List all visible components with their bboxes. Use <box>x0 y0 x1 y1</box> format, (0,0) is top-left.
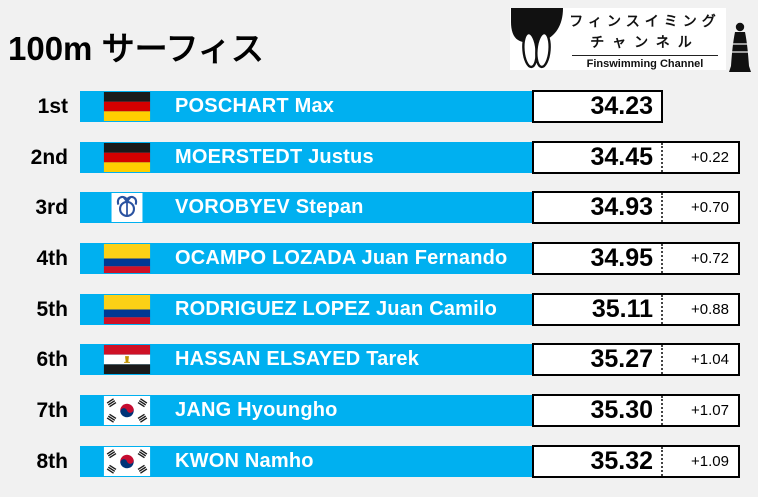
gap-value: +1.09 <box>661 447 738 476</box>
monofin-swimmer-icon <box>727 22 753 79</box>
result-bar: JANG Hyoungho <box>80 395 532 426</box>
flag-colombia-icon <box>103 295 151 324</box>
rank-label: 6th <box>36 348 69 371</box>
rank-label: 7th <box>36 399 69 422</box>
time-box: 34.45 +0.22 <box>532 141 740 174</box>
gap-value: +0.88 <box>661 295 738 324</box>
athlete-name: VOROBYEV Stepan <box>175 196 364 218</box>
time-value: 34.23 <box>590 92 653 120</box>
time-value: 35.11 <box>591 295 653 323</box>
gap-value: +0.72 <box>661 244 738 273</box>
rank-label: 5th <box>36 298 69 321</box>
athlete-name: MOERSTEDT Justus <box>175 146 374 168</box>
gap-value: +0.22 <box>661 143 738 172</box>
time-box: 35.27 +1.04 <box>532 343 740 376</box>
logo-title-en: Finswimming Channel <box>586 57 704 70</box>
flag-germany-icon <box>103 92 151 121</box>
result-bar: VOROBYEV Stepan <box>80 192 532 223</box>
result-row: 8th KWON Namho 35.32 +1.09 <box>0 445 740 478</box>
rank-label: 3rd <box>35 196 68 219</box>
gap-value: +0.70 <box>661 193 738 222</box>
result-row: 6th HASSAN ELSAYED Tarek 35.27 +1.04 <box>0 343 740 376</box>
rank-label: 8th <box>36 450 69 473</box>
logo-subtitle-ja: チャンネル <box>590 33 700 50</box>
time-value: 34.45 <box>590 143 653 171</box>
result-bar: POSCHART Max <box>80 91 532 122</box>
result-row: 3rd VOROBYEV Stepan 34.93 +0.70 <box>0 191 740 224</box>
logo-title-ja: フィンスイミング <box>569 12 721 29</box>
page-title: 100m サーフィス <box>8 30 264 67</box>
gap-value: +1.07 <box>661 396 738 425</box>
time-value: 34.93 <box>590 193 653 221</box>
flag-egypt-icon <box>103 345 151 374</box>
logo-swimmer-bifins-icon <box>510 8 564 70</box>
result-row: 1st POSCHART Max 34.23 <box>0 90 663 123</box>
result-bar: RODRIGUEZ LOPEZ Juan Camilo <box>80 294 532 325</box>
logo-divider <box>572 54 718 56</box>
time-box: 34.23 <box>532 90 663 123</box>
flag-colombia-icon <box>103 244 151 273</box>
time-box: 34.93 +0.70 <box>532 191 740 224</box>
time-box: 35.11 +0.88 <box>532 293 740 326</box>
flag-cmas-icon <box>103 193 151 222</box>
flag-south-korea-icon <box>103 447 151 476</box>
athlete-name: POSCHART Max <box>175 95 335 117</box>
result-row: 5th RODRIGUEZ LOPEZ Juan Camilo 35.11 +0… <box>0 293 740 326</box>
time-box: 35.32 +1.09 <box>532 445 740 478</box>
result-row: 2nd MOERSTEDT Justus 34.45 +0.22 <box>0 141 740 174</box>
flag-south-korea-icon <box>103 396 151 425</box>
channel-logo: フィンスイミング チャンネル Finswimming Channel <box>510 8 726 70</box>
result-bar: OCAMPO LOZADA Juan Fernando <box>80 243 532 274</box>
result-bar: MOERSTEDT Justus <box>80 142 532 173</box>
time-value: 35.30 <box>590 396 653 424</box>
athlete-name: HASSAN ELSAYED Tarek <box>175 348 420 370</box>
athlete-name: RODRIGUEZ LOPEZ Juan Camilo <box>175 298 498 320</box>
gap-value: +1.04 <box>661 345 738 374</box>
result-row: 4th OCAMPO LOZADA Juan Fernando 34.95 +0… <box>0 242 740 275</box>
athlete-name: OCAMPO LOZADA Juan Fernando <box>175 247 508 269</box>
flag-germany-icon <box>103 143 151 172</box>
athlete-name: JANG Hyoungho <box>175 399 338 421</box>
time-value: 35.27 <box>590 345 653 373</box>
result-bar: KWON Namho <box>80 446 532 477</box>
rank-label: 2nd <box>30 146 68 169</box>
time-value: 35.32 <box>590 447 653 475</box>
result-row: 7th JANG Hyoungho 35.30 +1.07 <box>0 394 740 427</box>
time-box: 35.30 +1.07 <box>532 394 740 427</box>
athlete-name: KWON Namho <box>175 450 314 472</box>
rank-label: 4th <box>36 247 69 270</box>
rank-label: 1st <box>37 95 68 118</box>
result-bar: HASSAN ELSAYED Tarek <box>80 344 532 375</box>
time-box: 34.95 +0.72 <box>532 242 740 275</box>
time-value: 34.95 <box>590 244 653 272</box>
